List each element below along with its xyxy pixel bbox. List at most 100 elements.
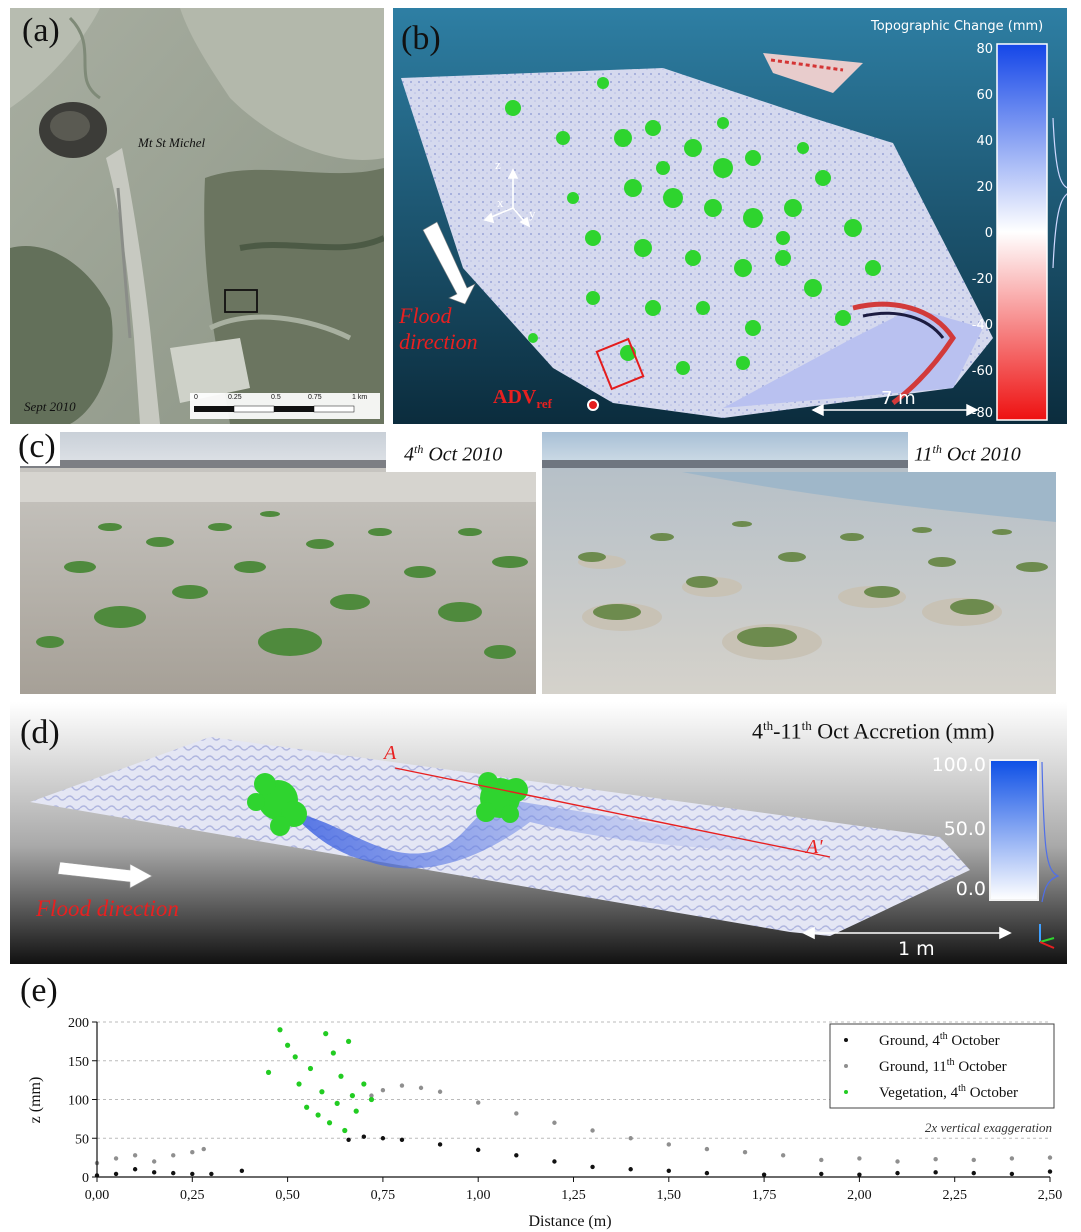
point-ground-oct4 [476, 1147, 481, 1153]
x-tick-label: 1,00 [466, 1188, 491, 1203]
adv-main: ADV [493, 386, 537, 408]
image-date: Sept 2010 [24, 399, 76, 414]
panel-c-label: (c) [18, 430, 60, 466]
point-ground-oct11 [857, 1156, 862, 1161]
colorbar-tick: 20 [976, 180, 993, 195]
point-vegetation-oct4 [292, 1054, 298, 1060]
photo2-sup: th [932, 442, 942, 456]
chart-points [94, 1027, 1053, 1178]
satellite-map [10, 8, 384, 424]
point-ground-oct4 [361, 1134, 367, 1139]
point-ground-oct4 [171, 1170, 176, 1176]
point-ground-oct4 [399, 1137, 405, 1142]
point-vegetation-oct4 [304, 1104, 310, 1110]
x-tick-label: 0,50 [275, 1188, 300, 1203]
point-ground-oct11 [933, 1156, 938, 1162]
colorbar-tick: -20 [971, 272, 993, 287]
colorbar-tick: 40 [976, 134, 993, 149]
adv-label: ADVref [493, 386, 552, 412]
map-scale-tick: 0 [194, 394, 198, 401]
point-ground-oct4 [113, 1171, 119, 1177]
point-ground-oct4 [380, 1136, 386, 1141]
profile-chart: 0 50 100 150 200 0,00 0,25 0,50 0,75 1,00 1,25 1,50… [27, 1016, 1063, 1230]
point-ground-oct11 [171, 1153, 176, 1158]
vegetation-clumps [578, 521, 1048, 647]
legend-label-vegetation-oct4: Vegetation, 4th October [879, 1083, 1018, 1101]
point-ground-oct4 [704, 1170, 710, 1176]
point-ground-oct11 [704, 1146, 710, 1152]
point-ground-oct11 [552, 1120, 557, 1125]
x-tick-label: 2,00 [847, 1188, 872, 1203]
point-vegetation-oct4 [315, 1112, 321, 1118]
point-vegetation-oct4 [368, 1096, 375, 1103]
legend-label-ground-oct4: Ground, 4th October [879, 1031, 1000, 1049]
panel-a-label: (a) [22, 12, 60, 49]
flood-direction-label: Flood direction [36, 896, 179, 921]
point-ground-oct11 [971, 1157, 976, 1163]
point-vegetation-oct4 [361, 1081, 367, 1087]
section-line [394, 767, 831, 858]
legend: Ground, 4th October Ground, 11th October… [829, 1023, 1055, 1109]
point-ground-oct4 [857, 1172, 862, 1177]
panel-e: (e) 0 50 100 150 200 0,00 0,25 0,50 0,75 1,00 1,25… [0, 970, 1081, 1232]
accretion-title: 4th-11th Oct Accretion (mm) [752, 718, 994, 744]
point-ground-oct11 [666, 1142, 671, 1147]
point-ground-oct11 [780, 1153, 786, 1158]
scan-surface [401, 68, 993, 418]
point-ground-oct11 [476, 1100, 481, 1105]
y-tick-label: 50 [75, 1132, 89, 1147]
colorbar-tick: 60 [976, 88, 993, 103]
x-tick-label: 0,00 [85, 1188, 110, 1203]
point-ground-oct4 [971, 1170, 976, 1176]
legend-label-ground-oct11: Ground, 11th October [879, 1057, 1007, 1075]
point-ground-oct4 [590, 1164, 595, 1170]
scalebar-arrow [811, 403, 979, 417]
axis-x-label: x [497, 195, 504, 210]
axis-y-label: y [529, 206, 536, 221]
colorbar-ticks: 80 60 40 20 0 -20 -40 -60 -80 [953, 42, 993, 422]
panel-d: (d) 4th-11th Oct Accretion (mm) 100.0 50… [10, 702, 1067, 964]
point-vegetation-oct4 [277, 1027, 283, 1033]
y-tick-label: 200 [68, 1016, 89, 1031]
point-vegetation-oct4 [330, 1050, 336, 1056]
point-ground-oct4 [209, 1171, 214, 1177]
axis-triad-icon [1039, 924, 1055, 949]
section-label-a-prime: A' [806, 836, 823, 858]
vegetation-clumps [505, 77, 881, 375]
panel-b: (b) Topographic Change (mm) 80 60 40 20 … [393, 8, 1067, 424]
point-ground-oct4 [819, 1171, 824, 1177]
flood-line-2: direction [399, 329, 478, 354]
colorbar-tick: -40 [971, 318, 993, 333]
photo-oct-11: 11th Oct 2010 [542, 432, 1056, 694]
photo-oct-4: 4th Oct 2010 [20, 432, 536, 694]
point-ground-oct11 [418, 1085, 424, 1091]
title-part-b: -11 [773, 718, 802, 744]
panel-c: 4th Oct 2010 [18, 430, 1060, 694]
point-vegetation-oct4 [285, 1042, 291, 1048]
map-scale-tick: 1 km [352, 394, 368, 401]
map-scale-ticks: 0 0.25 0.5 0.75 1 km [194, 394, 380, 406]
point-ground-oct11 [132, 1153, 138, 1158]
photo1-sup: th [414, 442, 424, 456]
point-vegetation-oct4 [342, 1127, 348, 1134]
photo2-day: 11 [914, 443, 933, 466]
x-tick-label: 2,50 [1038, 1188, 1063, 1203]
point-ground-oct11 [895, 1159, 900, 1164]
photo1-day: 4 [404, 443, 414, 466]
y-tick-label: 0 [82, 1171, 89, 1186]
point-vegetation-oct4 [296, 1081, 302, 1087]
x-tick-label: 1,75 [752, 1188, 777, 1203]
point-ground-oct11 [369, 1093, 374, 1098]
y-axis-title: z (mm) [27, 1077, 44, 1124]
place-label: Mt St Michel [138, 135, 206, 150]
x-tick-label: 1,50 [657, 1188, 682, 1203]
point-ground-oct4 [346, 1137, 351, 1142]
point-ground-oct11 [151, 1159, 157, 1164]
point-ground-oct11 [201, 1146, 206, 1152]
colorbar [996, 43, 1048, 421]
flood-arrow-icon [422, 221, 476, 305]
point-ground-oct11 [113, 1156, 119, 1161]
point-ground-oct11 [190, 1150, 195, 1155]
axis-z-label: z [495, 157, 501, 172]
point-ground-oct4 [190, 1171, 195, 1177]
